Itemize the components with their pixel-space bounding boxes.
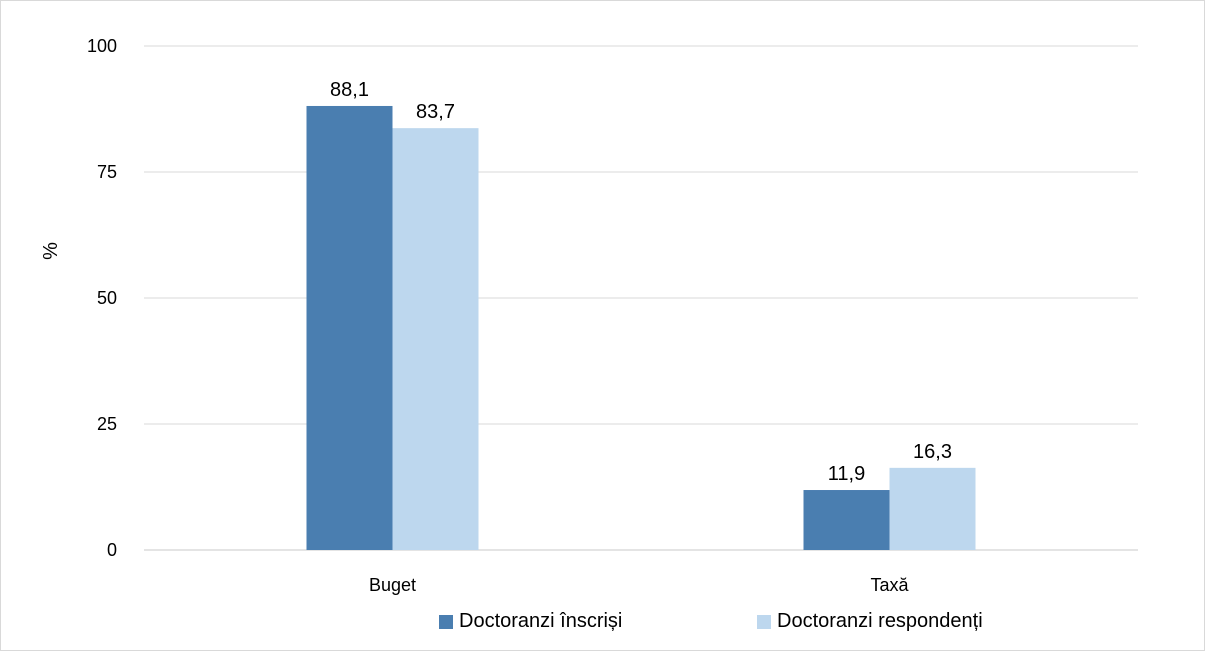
y-axis-label: % [40,242,62,260]
value-label: 11,9 [828,463,865,485]
y-tick-label: 50 [97,288,117,308]
gridlines [144,45,1138,551]
bar-buget-series-2 [392,128,479,550]
legend-label: Doctoranzi înscriși [459,610,622,632]
value-label: 88,1 [330,79,369,101]
legend-label: Doctoranzi respondenți [777,610,983,632]
legend: Doctoranzi înscriși Doctoranzi respondenț… [439,610,983,632]
value-label: 83,7 [416,101,455,123]
y-tick-label: 75 [97,162,117,182]
y-axis-ticks: 0 25 50 75 100 [87,36,117,560]
category-labels: Buget Taxă [369,575,910,595]
category-label: Taxă [870,575,909,595]
y-tick-label: 0 [107,540,117,560]
bars [306,105,976,550]
legend-swatch [757,615,771,629]
y-tick-label: 100 [87,36,117,56]
category-label: Buget [369,575,416,595]
legend-swatch [439,615,453,629]
y-tick-label: 25 [97,414,117,434]
value-label: 16,3 [913,441,952,463]
value-labels: 88,1 83,7 11,9 16,3 [330,79,952,485]
bar-taxă-series-2 [889,467,976,550]
bar-buget-series-1 [306,105,393,550]
bar-taxă-series-1 [803,490,890,550]
